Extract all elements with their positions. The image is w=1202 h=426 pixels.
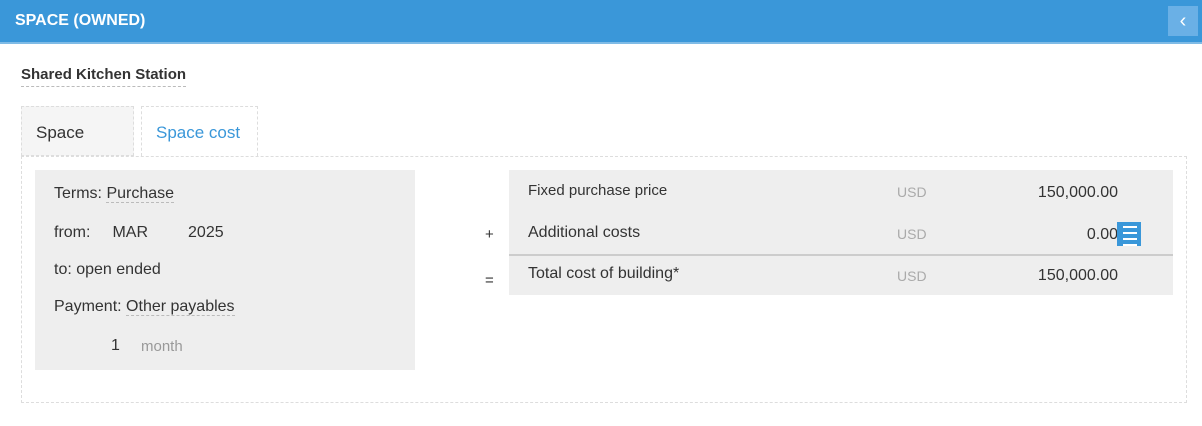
terms-box: Terms: Purchase from: MAR 2025 to: open en… [35, 170, 415, 370]
period-input[interactable]: 1 [111, 337, 120, 354]
chevron-left-icon: ‹ [1179, 10, 1187, 32]
row-label: Total cost of building* [528, 265, 680, 282]
from-label: from: [54, 224, 91, 241]
cost-row-total: Total cost of building* USD 150,000.00 [509, 256, 1173, 298]
currency: USD [897, 268, 927, 284]
plus-operator: + [485, 226, 494, 243]
row-label: Fixed purchase price [528, 182, 668, 199]
equals-operator: = [485, 272, 494, 289]
panel-header: SPACE (OWNED) ‹ [0, 0, 1202, 44]
from-year[interactable]: 2025 [188, 224, 224, 241]
additional-costs-value: 0.00 [1086, 226, 1118, 243]
currency: USD [897, 226, 927, 242]
tab-space-cost[interactable]: Space cost [141, 106, 258, 156]
from-month[interactable]: MAR [112, 224, 149, 241]
collapse-button[interactable]: ‹ [1168, 6, 1198, 36]
item-name[interactable]: Shared Kitchen Station [21, 66, 187, 87]
cost-box: Fixed purchase price USD 150,000.00 Addi… [509, 170, 1173, 295]
list-icon[interactable] [1117, 222, 1141, 246]
cost-row-additional: Additional costs USD 0.00 [509, 212, 1173, 254]
cost-row-fixed-price: Fixed purchase price USD 150,000.00 [509, 170, 1173, 212]
tab-space-size[interactable]: Space size [21, 106, 134, 194]
total-value: 150,000.00 [1037, 267, 1118, 284]
to-text: to: open ended [54, 261, 161, 278]
payment-select[interactable]: Other payables [126, 298, 235, 316]
panel-title: SPACE (OWNED) [15, 12, 146, 29]
row-label: Additional costs [528, 224, 641, 241]
fixed-price-input[interactable]: 150,000.00 [1037, 184, 1118, 201]
terms-label: Terms: [54, 185, 102, 202]
terms-select[interactable]: Purchase [106, 185, 175, 203]
period-unit: month [141, 338, 183, 355]
currency: USD [897, 184, 927, 200]
payment-label: Payment: [54, 298, 122, 315]
tab-panel [21, 156, 1187, 403]
divider [509, 254, 1173, 256]
